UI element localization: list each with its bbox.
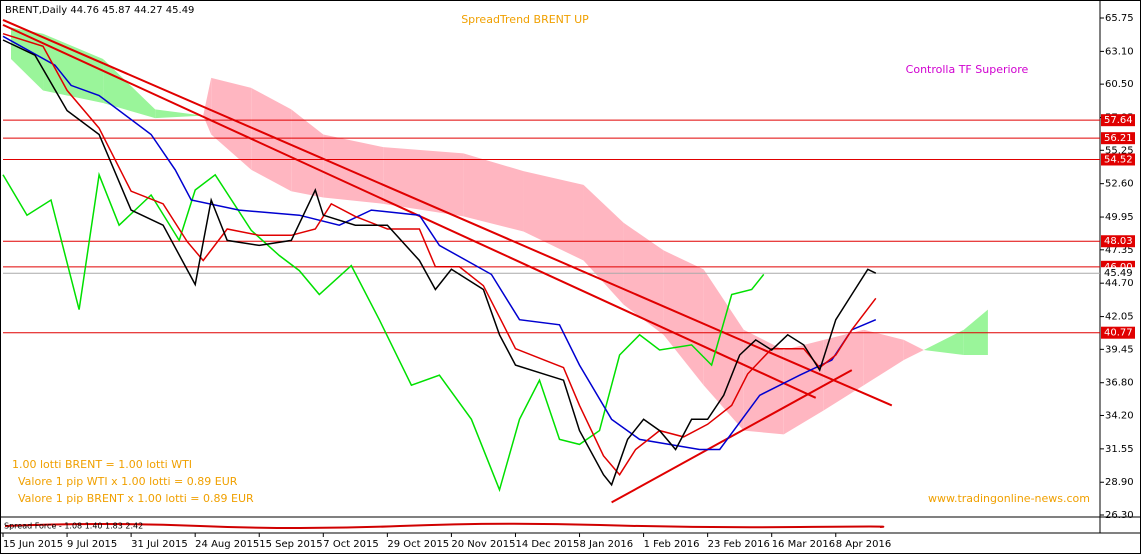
x-tick-label: 15 Jun 2015 (3, 539, 63, 550)
level-box (1101, 153, 1135, 166)
x-tick-label: 1 Feb 2016 (644, 539, 700, 550)
cloud-segment (103, 58, 156, 119)
series-line (2, 35, 877, 451)
trendline (2, 23, 817, 399)
trendline (2, 18, 893, 407)
y-tick-label: 60.50 (1105, 79, 1134, 90)
trendline (611, 369, 853, 504)
y-tick-label: 28.90 (1105, 477, 1134, 488)
last-price-box (1101, 267, 1135, 280)
y-tick-label: 42.05 (1105, 312, 1134, 323)
cloud-segment (523, 171, 584, 261)
plot (2, 18, 1100, 504)
cloud-segment (903, 339, 924, 361)
cloud-segment (923, 329, 964, 356)
level-box (1101, 326, 1135, 339)
y-tick-label: 47.35 (1105, 245, 1134, 256)
x-tick-label: 20 Nov 2015 (451, 539, 515, 550)
cloud-segment (155, 109, 204, 119)
level-label: 40.77 (1104, 328, 1133, 339)
y-tick-label: 49.95 (1105, 212, 1134, 223)
x-tick-label: 14 Dec 2015 (515, 539, 579, 550)
last-price-label: 45.49 (1104, 268, 1133, 279)
y-tick-label: 34.20 (1105, 410, 1134, 421)
chart-title: BRENT,Daily 44.76 45.87 44.27 45.49 (5, 5, 194, 16)
cloud-segment (463, 153, 524, 232)
y-tick-label: 65.75 (1105, 13, 1134, 24)
annotation: 1.00 lotti BRENT = 1.00 lotti WTI (12, 458, 192, 471)
cloud-segment (291, 109, 324, 198)
x-tick-label: 15 Sep 2015 (259, 539, 322, 550)
x-tick-label: 16 Mar 2016 (772, 539, 835, 550)
level-box (1101, 132, 1135, 145)
subtitle: SpreadTrend BRENT UP (461, 13, 589, 26)
cloud-segment (823, 329, 864, 411)
indicator-label: Spread Force - 1.08 1.40 1.83 2.42 (4, 522, 143, 531)
cloud-segment (703, 269, 744, 431)
y-tick-label: 63.10 (1105, 46, 1134, 57)
y-tick-label: 26.30 (1105, 510, 1134, 521)
series-line (2, 32, 877, 476)
annotation: www.tradingonline-news.com (928, 492, 1090, 505)
x-tick-label: 7 Oct 2015 (323, 539, 378, 550)
x-tick-label: 23 Feb 2016 (708, 539, 770, 550)
series-line (2, 39, 877, 487)
x-tick-label: 8 Apr 2016 (836, 539, 891, 550)
cloud-segment (323, 134, 384, 204)
level-box (1101, 114, 1135, 127)
level-label: 57.64 (1104, 115, 1133, 126)
y-tick-label: 52.60 (1105, 179, 1134, 190)
series-line (2, 171, 765, 493)
level-label: 56.21 (1104, 133, 1133, 144)
y-tick-label: 55.25 (1105, 145, 1134, 156)
cloud-segment (383, 147, 464, 217)
annotation: Valore 1 pip WTI x 1.00 lotti = 0.89 EUR (18, 475, 238, 488)
level-label: 54.52 (1104, 154, 1133, 165)
level-label: 48.03 (1104, 236, 1133, 247)
cloud-segment (251, 87, 292, 192)
y-tick-label: 39.45 (1105, 344, 1134, 355)
x-tick-label: 29 Oct 2015 (387, 539, 449, 550)
annotation: Valore 1 pip BRENT x 1.00 lotti = 0.89 E… (18, 492, 254, 505)
cloud-segment (211, 77, 252, 170)
y-tick-label: 44.70 (1105, 278, 1134, 289)
annotation: Controlla TF Superiore (906, 63, 1029, 76)
x-tick-label: 9 Jul 2015 (67, 539, 117, 550)
level-box (1101, 235, 1135, 248)
cloud-segment (583, 184, 624, 305)
y-tick-label: 36.80 (1105, 378, 1134, 389)
y-tick-label: 31.55 (1105, 444, 1134, 455)
indicator-trace (4, 522, 885, 529)
x-tick-label: 8 Jan 2016 (580, 539, 634, 550)
cloud-segment (863, 329, 904, 386)
x-tick-label: 24 Aug 2015 (195, 539, 259, 550)
cloud-segment (743, 329, 784, 435)
x-tick-label: 31 Jul 2015 (131, 539, 188, 550)
cloud-segment (623, 222, 664, 335)
cloud-segment (663, 250, 704, 386)
